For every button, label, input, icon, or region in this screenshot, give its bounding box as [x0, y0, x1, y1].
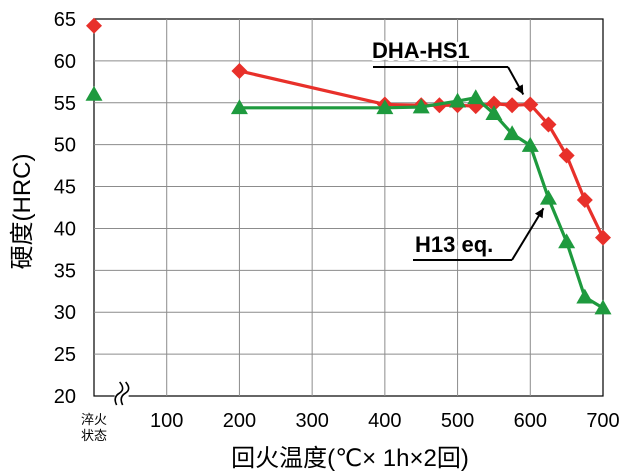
data-point-dha-hs1: [504, 97, 521, 114]
series-line-dha-hs1: [239, 69, 605, 239]
plot-frame: [93, 18, 604, 397]
x-tick-label: 300: [295, 410, 328, 432]
grid-layer: [93, 18, 604, 397]
data-point-h13: [412, 98, 430, 114]
y-tick-label: 40: [54, 218, 76, 240]
data-point-h13: [503, 125, 521, 141]
x-tick-label: 400: [368, 410, 401, 432]
axis-layer: 20 25 30 35 40 45 50 55 60 65 100 200 300 400 500 600 70…: [54, 9, 620, 443]
x-tick-label: 600: [514, 410, 547, 432]
dha-hs1-annotation-label: DHA-HS1: [372, 38, 470, 63]
data-point-dha-hs1: [576, 191, 593, 208]
y-tick-label: 65: [54, 9, 76, 31]
series-layer: [85, 17, 612, 315]
data-point-h13: [539, 189, 557, 205]
data-point-h13: [376, 99, 394, 115]
h13-annotation-label: H13 eq.: [415, 232, 493, 257]
data-point-dha-hs1: [595, 229, 611, 246]
dha-hs1-arrow-icon: [514, 84, 524, 95]
y-tick-label: 60: [54, 51, 76, 73]
x-tick-label: 200: [223, 410, 256, 432]
data-point-h13: [521, 137, 539, 152]
data-point-dha-hs1: [231, 62, 248, 79]
data-point-h13: [230, 99, 248, 115]
y-tick-label: 35: [54, 260, 76, 282]
data-point-h13: [485, 105, 503, 121]
data-point-dha-hs1: [522, 96, 539, 113]
data-point-h13: [449, 92, 467, 108]
data-point-h13: [558, 233, 576, 249]
data-point-dha-hs1: [485, 95, 502, 112]
x-axis-title: 回火温度(℃× 1h×2回): [231, 445, 469, 471]
x-tick-label: 700: [586, 410, 619, 432]
data-point-dha-hs1: [558, 147, 575, 164]
data-point-h13: [85, 85, 103, 101]
y-tick-label: 50: [54, 135, 76, 157]
data-point-h13: [576, 288, 594, 304]
quench-state-label: 状态: [81, 428, 107, 443]
x-tick-label: 100: [150, 410, 183, 432]
data-point-dha-hs1: [86, 17, 102, 34]
data-point-dha-hs1: [540, 116, 557, 133]
data-point-h13: [467, 89, 485, 105]
label-layer: 回火温度(℃× 1h×2回) 硬度(HRC): [9, 154, 469, 472]
y-tick-label: 20: [54, 386, 76, 408]
y-tick-label: 30: [54, 302, 76, 324]
series-line-h13: [239, 96, 604, 310]
h13-annotation-leader: [511, 207, 545, 261]
y-axis-title: 硬度(HRC): [9, 154, 36, 270]
axis-break-icon: [114, 381, 124, 406]
y-tick-label: 25: [54, 344, 76, 366]
y-tick-label: 55: [54, 93, 76, 115]
axis-break-icon: [120, 381, 130, 406]
annotation-layer: DHA-HS1 H13 eq.: [369, 35, 545, 261]
y-tick-label: 45: [54, 177, 76, 199]
data-point-h13: [594, 299, 612, 315]
x-tick-label: 500: [441, 410, 474, 432]
h13-arrow-icon: [534, 208, 544, 219]
quench-state-label: 淬火: [81, 412, 107, 427]
